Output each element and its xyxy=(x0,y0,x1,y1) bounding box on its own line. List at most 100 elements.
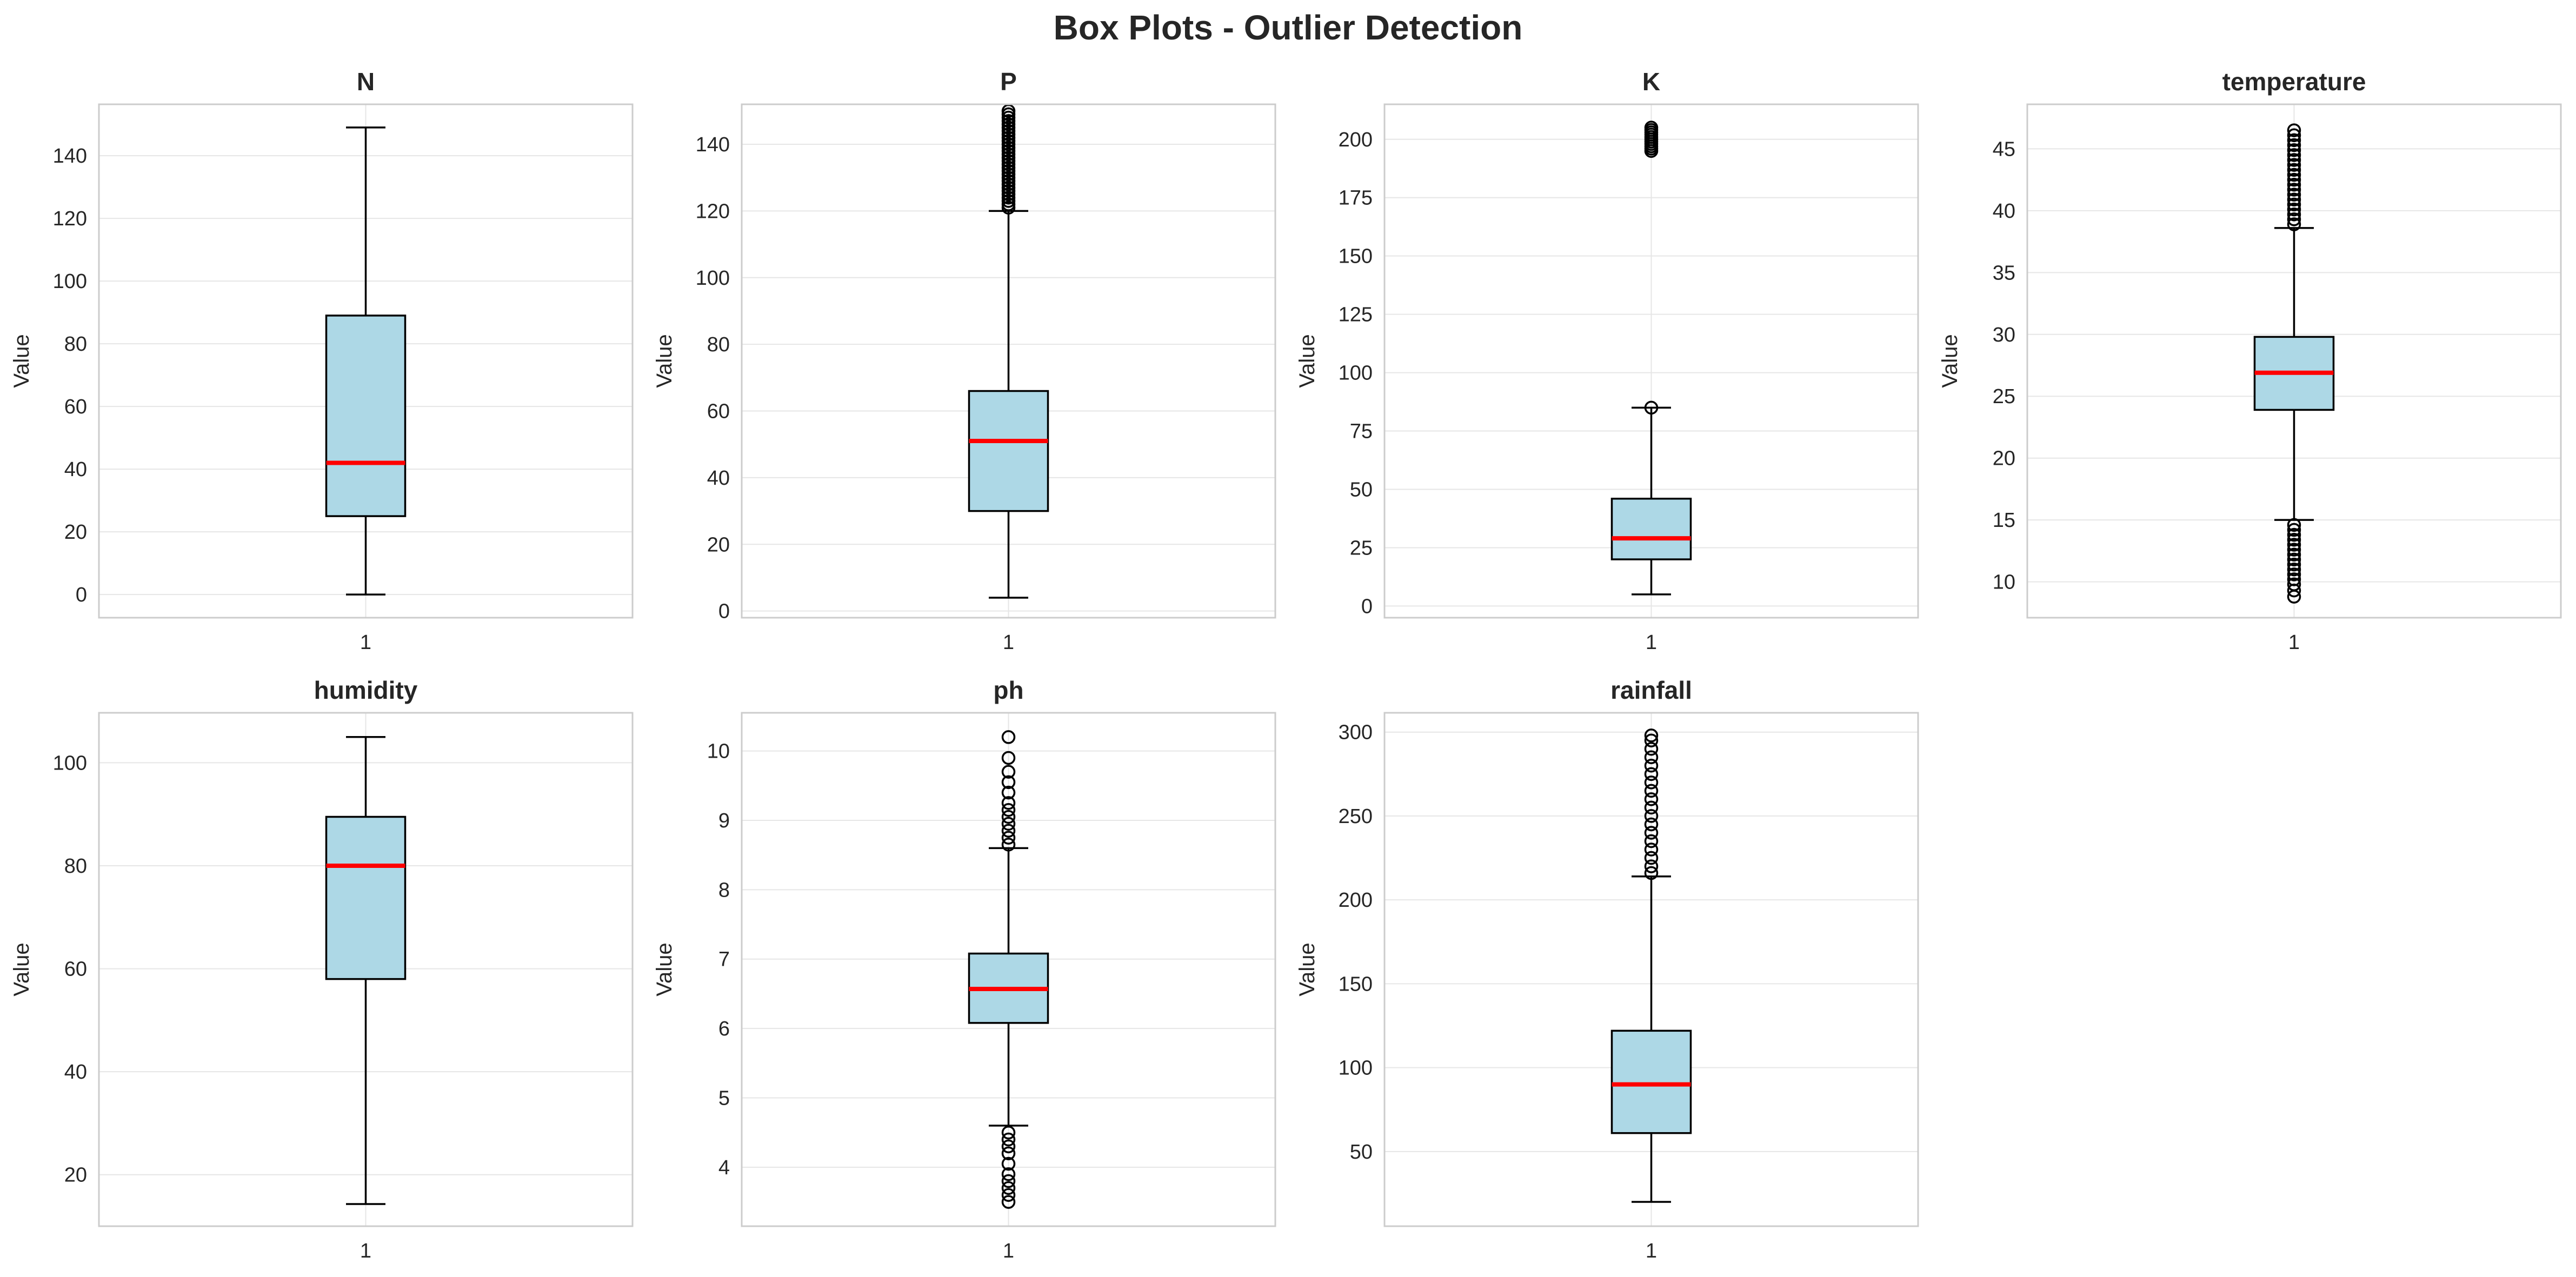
outlier-point xyxy=(2287,138,2301,152)
y-tick-label: 140 xyxy=(53,145,87,168)
outlier-point xyxy=(2287,577,2301,591)
y-tick-label: 100 xyxy=(53,752,87,774)
y-tick-label: 7 xyxy=(718,948,730,971)
outlier-point xyxy=(1001,1139,1016,1154)
plot-frame xyxy=(1383,103,1919,619)
y-tick-label: 140 xyxy=(696,133,730,156)
y-tick-label: 200 xyxy=(1339,129,1373,151)
x-tick-label: 1 xyxy=(360,1240,371,1262)
outlier-point xyxy=(2287,172,2301,187)
outlier-point xyxy=(2287,518,2301,532)
outlier-point xyxy=(1001,785,1016,800)
y-tick-label: 100 xyxy=(1339,1057,1373,1080)
y-tick-label: 80 xyxy=(707,333,730,356)
y-tick-label: 10 xyxy=(707,740,730,763)
outlier-point xyxy=(1001,1181,1016,1195)
outlier-point xyxy=(1644,784,1659,798)
y-tick-label: 40 xyxy=(1993,200,2015,223)
subplot-title: P xyxy=(1000,68,1017,96)
plot-frame xyxy=(741,712,1276,1227)
outlier-point xyxy=(1001,824,1016,838)
outlier-point xyxy=(1001,1125,1016,1140)
subplot-title: ph xyxy=(993,676,1023,704)
outlier-point xyxy=(2287,168,2301,182)
y-tick-label: 50 xyxy=(1350,479,1373,502)
outlier-point xyxy=(2287,153,2301,167)
plot-frame xyxy=(98,712,634,1227)
y-tick-label: 20 xyxy=(707,533,730,556)
outlier-point xyxy=(2287,183,2301,197)
outlier-point xyxy=(1001,1174,1016,1188)
y-tick-label: 6 xyxy=(718,1018,730,1040)
y-tick-label: 100 xyxy=(1339,362,1373,385)
y-tick-label: 40 xyxy=(64,458,87,481)
outlier-point xyxy=(1001,1167,1016,1181)
y-tick-label: 8 xyxy=(718,879,730,901)
subplot-n: 0 20 40 60 80 100 120 140 N 1 Value xyxy=(10,68,634,654)
y-tick-label: 9 xyxy=(718,810,730,832)
outlier-point xyxy=(2287,178,2301,192)
outlier-point xyxy=(2287,527,2301,542)
x-tick-label: 1 xyxy=(360,631,371,654)
outlier-point xyxy=(1644,775,1659,790)
y-axis-label: Value xyxy=(1295,334,1319,387)
subplot-rainfall: 50 100 150 200 250 300 rainfall 1 Value xyxy=(1295,676,1919,1262)
outlier-point xyxy=(1644,859,1659,873)
y-tick-label: 60 xyxy=(707,400,730,423)
y-axis-label: Value xyxy=(10,942,34,996)
y-tick-label: 4 xyxy=(718,1156,730,1179)
iqr-box xyxy=(968,390,1049,512)
outlier-point xyxy=(2287,552,2301,567)
plot-frame xyxy=(1383,712,1919,1227)
outlier-point xyxy=(1001,796,1016,810)
y-tick-label: 60 xyxy=(64,958,87,981)
y-tick-label: 80 xyxy=(64,333,87,356)
outlier-point xyxy=(1001,817,1016,831)
plot-frame xyxy=(741,103,1276,619)
y-tick-label: 50 xyxy=(1350,1141,1373,1164)
y-tick-label: 0 xyxy=(1361,595,1373,618)
outlier-point xyxy=(2287,188,2301,202)
subplot-ph: 4 5 6 7 8 9 10 ph 1 Value xyxy=(653,676,1276,1262)
y-tick-label: 40 xyxy=(64,1061,87,1084)
outlier-point xyxy=(1644,733,1659,747)
outlier-point xyxy=(2287,538,2301,552)
outlier-point xyxy=(1644,728,1659,743)
outlier-point xyxy=(2287,217,2301,231)
y-tick-label: 75 xyxy=(1350,420,1373,443)
iqr-box xyxy=(1610,498,1692,560)
outlier-point xyxy=(2287,143,2301,157)
outlier-point xyxy=(2287,192,2301,207)
outlier-point xyxy=(1644,121,1659,135)
y-tick-label: 5 xyxy=(718,1087,730,1110)
outlier-point xyxy=(1001,775,1016,790)
subplot-humidity: 20 40 60 80 100 humidity 1 Value xyxy=(10,676,634,1262)
iqr-box xyxy=(325,315,407,517)
outlier-point xyxy=(1001,1156,1016,1171)
iqr-box xyxy=(325,815,407,980)
y-tick-label: 175 xyxy=(1339,187,1373,210)
outlier-point xyxy=(2287,562,2301,577)
outlier-point xyxy=(2287,128,2301,142)
outlier-point xyxy=(1644,866,1659,880)
x-tick-label: 1 xyxy=(1646,1240,1657,1262)
outlier-point xyxy=(1001,803,1016,817)
subplot-p: 0 20 40 60 80 100 120 140 P 1 Value xyxy=(653,68,1276,654)
y-tick-label: 25 xyxy=(1350,537,1373,559)
y-tick-label: 100 xyxy=(696,267,730,290)
y-axis-label: Value xyxy=(1295,942,1319,996)
outlier-point xyxy=(1644,834,1659,848)
y-axis-label: Value xyxy=(653,334,676,387)
outlier-point xyxy=(1001,751,1016,765)
outlier-point xyxy=(1644,826,1659,840)
outlier-point xyxy=(2287,212,2301,226)
outlier-point xyxy=(2287,197,2301,212)
plot-frame xyxy=(98,103,634,619)
subplot-title: humidity xyxy=(314,676,418,704)
outlier-point xyxy=(2287,202,2301,217)
outlier-point xyxy=(2287,133,2301,148)
y-axis-label: Value xyxy=(10,334,34,387)
outlier-point xyxy=(2287,543,2301,557)
x-tick-label: 1 xyxy=(1646,631,1657,654)
